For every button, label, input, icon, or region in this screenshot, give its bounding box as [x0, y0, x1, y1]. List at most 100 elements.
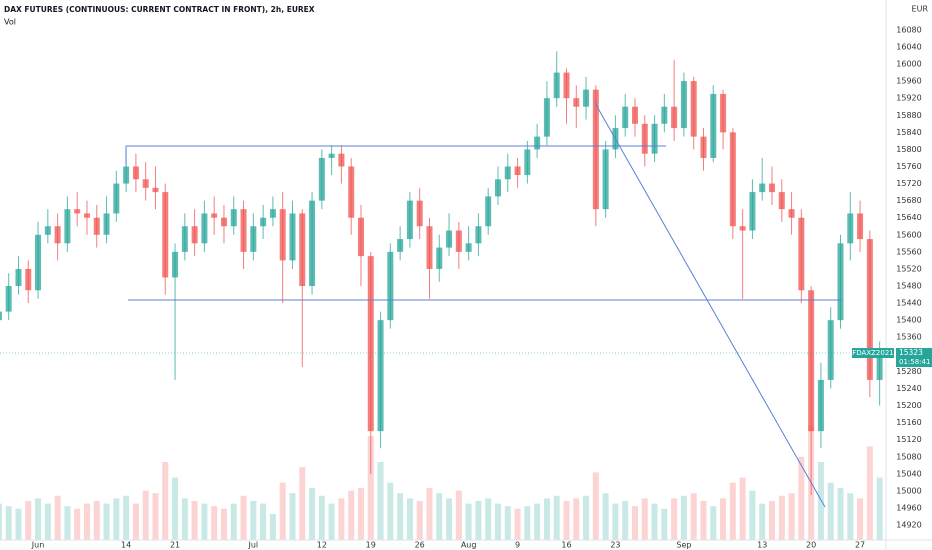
candle-body	[377, 320, 384, 432]
volume-bar	[553, 495, 560, 540]
candle-body	[318, 157, 325, 201]
volume-bar	[172, 477, 179, 540]
volume-bar	[857, 498, 864, 540]
candle-body	[866, 239, 873, 380]
y-tick-label: 15120	[896, 435, 921, 444]
candle-body	[416, 200, 423, 227]
volume-bar	[142, 490, 149, 540]
volume-bar	[837, 488, 844, 540]
candle-body	[671, 106, 678, 129]
candle-body	[436, 247, 443, 269]
volume-bar	[641, 498, 648, 540]
volume-bar	[720, 498, 727, 540]
volume-bar	[504, 506, 511, 540]
volume-bar	[64, 506, 71, 540]
volume-bar	[788, 493, 795, 540]
y-tick-label: 15640	[896, 213, 921, 222]
candle-body	[749, 192, 756, 231]
candle-body	[710, 93, 717, 158]
y-tick-label: 15440	[896, 299, 921, 308]
candle-body	[485, 196, 492, 227]
volume-bar	[123, 495, 130, 540]
volume-bar	[260, 503, 267, 540]
time-axis-bg	[0, 540, 932, 550]
volume-bar	[729, 482, 736, 540]
candle-body	[54, 226, 61, 244]
candle-body	[357, 217, 364, 257]
candle-body	[651, 123, 658, 154]
candle-body	[142, 179, 149, 188]
volume-bar	[54, 495, 61, 540]
price-axis-bg	[886, 0, 932, 550]
candle-body	[739, 226, 746, 231]
x-tick-label: Sep	[676, 541, 691, 550]
candle-body	[876, 354, 883, 380]
candle-body	[817, 379, 824, 432]
symbol-tag-bg	[852, 348, 894, 359]
candle-body	[211, 213, 218, 218]
y-tick-label: 15280	[896, 367, 921, 376]
candle-body	[103, 213, 110, 235]
volume-bar	[103, 503, 110, 540]
candle-body	[289, 213, 296, 261]
volume-bar	[847, 493, 854, 540]
y-tick-label: 15360	[896, 333, 921, 342]
currency: EUR	[912, 5, 929, 14]
candle-body	[181, 226, 188, 252]
currency-bg	[896, 3, 930, 17]
candle-body	[230, 209, 237, 227]
candle-body	[592, 89, 599, 210]
candle-body	[778, 192, 785, 210]
candle-body	[25, 268, 32, 291]
y-tick-label: 15560	[896, 247, 921, 256]
y-tick-label: 15400	[896, 316, 921, 325]
volume-bar	[622, 501, 629, 540]
candle-body	[720, 93, 727, 133]
x-tick-label: 26	[415, 541, 425, 550]
volume-bar	[211, 506, 218, 540]
candle-body	[768, 183, 775, 193]
x-tick-label: 19	[366, 541, 376, 550]
candle-body	[857, 213, 864, 240]
y-tick-label: 15920	[896, 94, 921, 103]
volume-bar	[817, 462, 824, 540]
volume-bar	[749, 490, 756, 540]
candle-body	[690, 81, 697, 137]
volume-bar	[631, 506, 638, 540]
y-tick-label: 15080	[896, 452, 921, 461]
volume-bar	[162, 462, 169, 540]
y-tick-label: 14920	[896, 521, 921, 530]
candle-body	[309, 200, 316, 287]
volume-bar	[230, 503, 237, 540]
candle-body	[220, 217, 227, 227]
volume-bar	[612, 503, 619, 540]
volume-bar	[768, 501, 775, 540]
candle-body	[152, 187, 159, 193]
x-tick-label: 9	[515, 541, 520, 550]
volume-bar	[289, 493, 296, 540]
volume-bar	[318, 495, 325, 540]
volume-bar	[416, 501, 423, 540]
volume-bar	[876, 477, 883, 540]
candle-body	[269, 209, 276, 218]
candle-body	[602, 149, 609, 210]
volume-bar	[113, 498, 120, 540]
candle-body	[83, 213, 90, 218]
candle-body	[641, 123, 648, 154]
candle-body	[162, 192, 169, 278]
volume-bar	[494, 503, 501, 540]
candle-body	[240, 209, 247, 252]
volume-bar	[397, 493, 404, 540]
y-tick-label: 16040	[896, 42, 921, 51]
candle-body	[543, 98, 550, 137]
y-tick-label: 15240	[896, 384, 921, 393]
volume-bar	[83, 503, 90, 540]
volume-bar	[220, 508, 227, 540]
candle-body	[113, 183, 120, 214]
candle-body	[367, 256, 374, 432]
y-tick-label: 16000	[896, 60, 921, 69]
volume-bar	[338, 498, 345, 540]
y-tick-label: 15480	[896, 282, 921, 291]
